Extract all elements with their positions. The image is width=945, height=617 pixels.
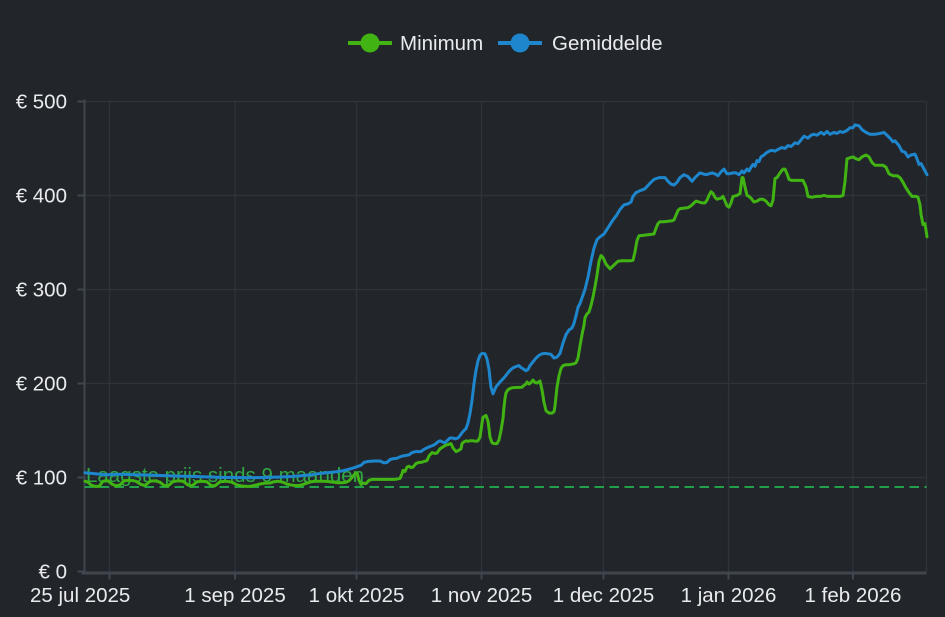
- svg-text:€ 200: € 200: [16, 373, 67, 396]
- svg-text:Gemiddelde: Gemiddelde: [552, 32, 663, 55]
- svg-text:1 nov 2025: 1 nov 2025: [431, 584, 532, 607]
- svg-text:25 jul 2025: 25 jul 2025: [30, 584, 130, 607]
- svg-text:1 okt 2025: 1 okt 2025: [309, 584, 405, 607]
- svg-text:€ 300: € 300: [16, 279, 67, 302]
- svg-text:€ 400: € 400: [16, 185, 67, 208]
- svg-text:€ 500: € 500: [16, 91, 67, 114]
- svg-text:Minimum: Minimum: [400, 32, 483, 55]
- svg-text:1 jan 2026: 1 jan 2026: [681, 584, 777, 607]
- svg-text:1 feb 2026: 1 feb 2026: [805, 584, 902, 607]
- svg-text:€ 100: € 100: [16, 467, 67, 490]
- svg-text:1 dec 2025: 1 dec 2025: [553, 584, 654, 607]
- svg-text:1 sep 2025: 1 sep 2025: [184, 584, 285, 607]
- svg-text:€ 0: € 0: [39, 561, 68, 584]
